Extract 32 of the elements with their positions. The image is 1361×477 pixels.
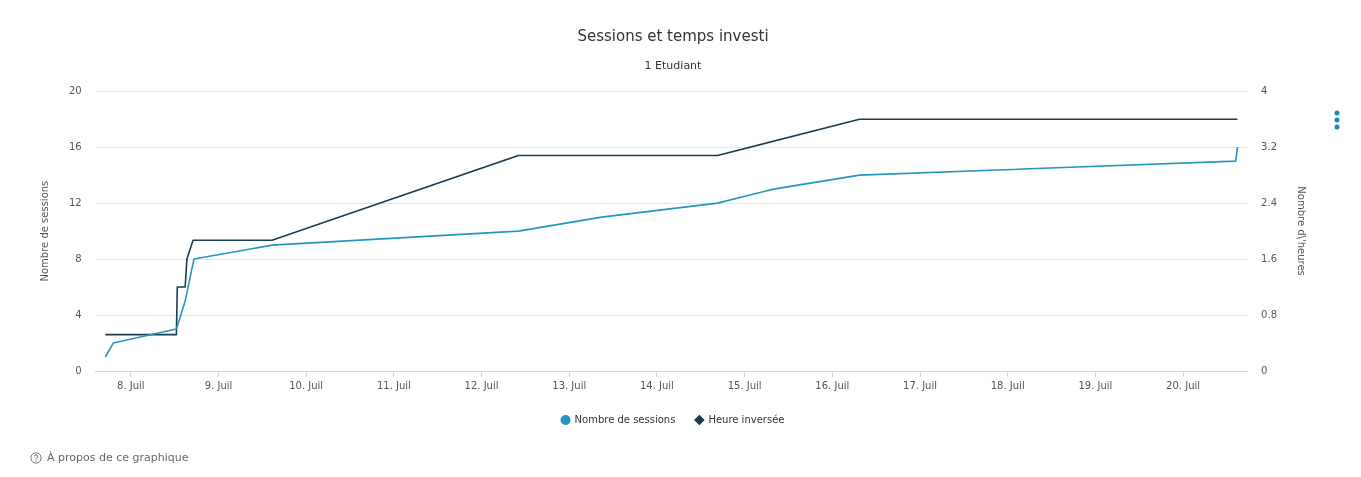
y2-tick-label: 4 [1261, 84, 1268, 96]
y2-tick-label: 1.6 [1261, 252, 1277, 264]
y-tick-label: 4 [75, 308, 82, 320]
chart-subtitle: 1 Etudiant [644, 59, 703, 73]
x-tick-label: 14. Juil [639, 379, 674, 391]
y-tick-label: 20 [68, 84, 82, 96]
x-tick-label: 13. Juil [552, 379, 587, 391]
legend-label: Nombre de sessions [574, 413, 676, 425]
x-tick-label: 16. Juil [815, 379, 850, 391]
legend-label: Heure inversée [708, 413, 785, 425]
y2-tick-label: 2.4 [1261, 196, 1277, 208]
text: À propos de ce graphique [47, 451, 189, 464]
y2-tick-label: 0 [1261, 364, 1268, 376]
x-tick-label: 18. Juil [990, 379, 1025, 391]
x-tick-label: 9. Juil [204, 379, 233, 391]
x-tick-label: 12. Juil [464, 379, 499, 391]
y-tick-label: 16 [68, 140, 82, 152]
y-tick-label: 8 [75, 252, 82, 264]
x-tick-label: 19. Juil [1078, 379, 1113, 391]
chart-title: Sessions et temps investi [577, 26, 769, 45]
y2-tick-label: 0.8 [1261, 308, 1277, 320]
y2-axis-title: Nombre d\'heures [1296, 186, 1308, 276]
x-tick-label: 15. Juil [727, 379, 762, 391]
x-tick-label: 8. Juil [117, 379, 145, 391]
x-tick-label: 17. Juil [903, 379, 937, 391]
x-tick-label: 20. Juil [1166, 379, 1201, 391]
x-tick-label: 10. Juil [289, 379, 324, 391]
x-tick-label: 11. Juil [376, 379, 411, 391]
y-axis-title: Nombre de sessions [38, 180, 50, 282]
y2-tick-label: 3.2 [1261, 140, 1277, 152]
y-tick-label: 0 [75, 364, 82, 376]
y-tick-label: 12 [68, 196, 82, 208]
